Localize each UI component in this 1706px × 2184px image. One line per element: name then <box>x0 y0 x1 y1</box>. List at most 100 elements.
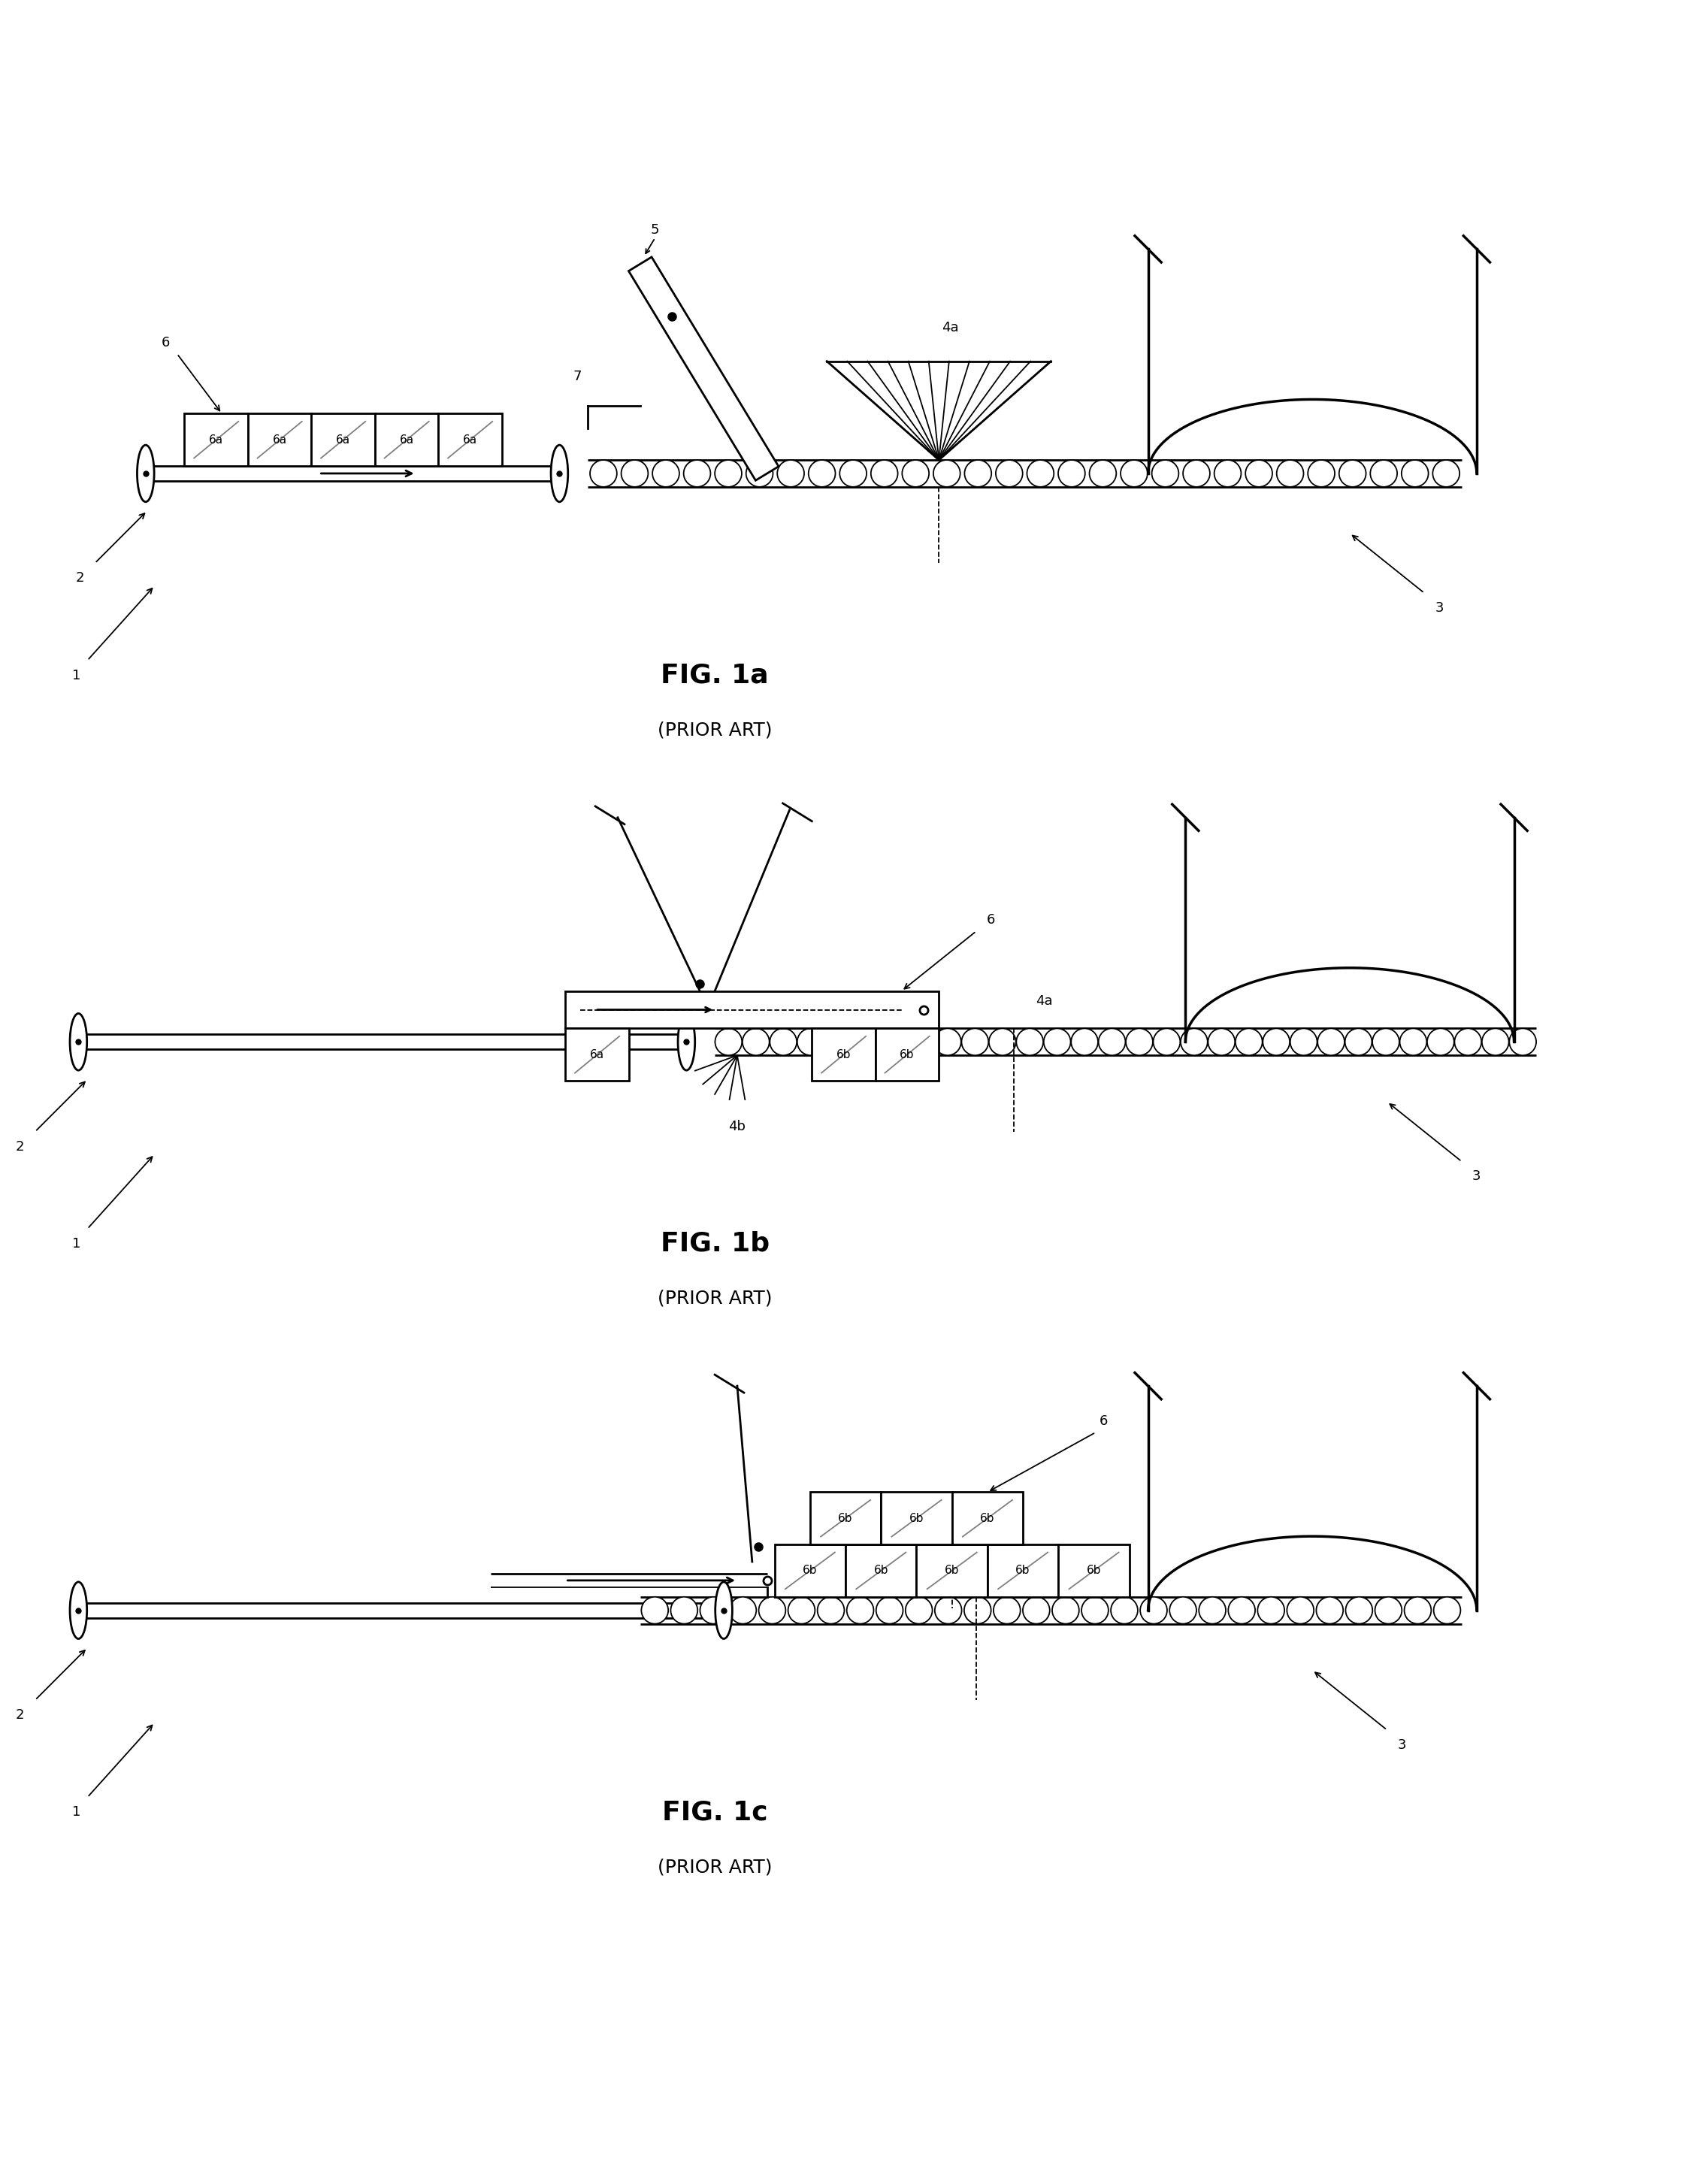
Text: 1: 1 <box>72 1806 80 1819</box>
Circle shape <box>1082 1597 1109 1623</box>
Bar <box>775 1544 846 1597</box>
Circle shape <box>1276 461 1303 487</box>
Bar <box>812 1029 875 1081</box>
Circle shape <box>870 461 897 487</box>
Circle shape <box>1017 1029 1044 1055</box>
Circle shape <box>1290 1029 1317 1055</box>
Text: 1: 1 <box>72 668 80 681</box>
Text: 5: 5 <box>650 223 660 238</box>
Text: FIG. 1b: FIG. 1b <box>660 1232 769 1256</box>
Circle shape <box>851 1029 879 1055</box>
Text: 6b: 6b <box>838 1514 853 1524</box>
Text: 3: 3 <box>1472 1171 1481 1184</box>
Text: FIG. 1c: FIG. 1c <box>662 1800 768 1826</box>
Text: 6b: 6b <box>1087 1566 1100 1577</box>
Text: (PRIOR ART): (PRIOR ART) <box>657 721 773 738</box>
Circle shape <box>1199 1597 1227 1623</box>
Circle shape <box>809 461 836 487</box>
Circle shape <box>1053 1597 1080 1623</box>
Circle shape <box>1099 1029 1126 1055</box>
Bar <box>312 413 375 465</box>
Circle shape <box>1309 461 1334 487</box>
Circle shape <box>1372 1029 1399 1055</box>
Circle shape <box>1286 1597 1314 1623</box>
Text: 6: 6 <box>1099 1415 1107 1428</box>
Text: 2: 2 <box>15 1708 24 1721</box>
Text: 6b: 6b <box>981 1514 995 1524</box>
Ellipse shape <box>677 1013 694 1070</box>
Circle shape <box>1483 1029 1508 1055</box>
Circle shape <box>797 1029 824 1055</box>
Circle shape <box>908 1029 933 1055</box>
Text: 6a: 6a <box>462 435 478 446</box>
Circle shape <box>1111 1597 1138 1623</box>
Circle shape <box>1455 1029 1481 1055</box>
Circle shape <box>1262 1029 1290 1055</box>
Bar <box>846 1544 916 1597</box>
Circle shape <box>1208 1029 1235 1055</box>
Text: 6b: 6b <box>899 1048 914 1059</box>
Circle shape <box>933 461 960 487</box>
Bar <box>565 992 938 1029</box>
Circle shape <box>1235 1029 1262 1055</box>
Circle shape <box>621 461 648 487</box>
Bar <box>375 413 438 465</box>
Text: 6a: 6a <box>590 1048 604 1059</box>
Ellipse shape <box>70 1581 87 1638</box>
Circle shape <box>902 461 930 487</box>
Text: 6: 6 <box>162 336 171 349</box>
Circle shape <box>1370 461 1397 487</box>
Circle shape <box>1375 1597 1402 1623</box>
Circle shape <box>1024 1597 1049 1623</box>
Text: 6b: 6b <box>909 1514 925 1524</box>
Circle shape <box>1399 1029 1426 1055</box>
Bar <box>565 1029 630 1081</box>
Circle shape <box>989 1029 1015 1055</box>
Text: 6a: 6a <box>210 435 223 446</box>
Circle shape <box>746 461 773 487</box>
Circle shape <box>1182 461 1210 487</box>
Circle shape <box>1126 1029 1153 1055</box>
Bar <box>438 413 502 465</box>
Circle shape <box>1433 1597 1460 1623</box>
Circle shape <box>590 461 618 487</box>
Circle shape <box>715 461 742 487</box>
Circle shape <box>996 461 1022 487</box>
Circle shape <box>839 461 867 487</box>
Polygon shape <box>628 258 778 480</box>
Bar <box>916 1544 988 1597</box>
Circle shape <box>1228 1597 1256 1623</box>
Text: 2: 2 <box>75 572 84 585</box>
Bar <box>875 1029 938 1081</box>
Circle shape <box>652 461 679 487</box>
Circle shape <box>1090 461 1116 487</box>
Circle shape <box>1346 1597 1373 1623</box>
Circle shape <box>1140 1597 1167 1623</box>
Circle shape <box>935 1029 960 1055</box>
Circle shape <box>1071 1029 1099 1055</box>
Circle shape <box>1317 1029 1344 1055</box>
Circle shape <box>1433 461 1460 487</box>
Bar <box>1058 1544 1129 1597</box>
Circle shape <box>684 461 710 487</box>
Bar <box>880 1492 952 1544</box>
Ellipse shape <box>551 446 568 502</box>
Circle shape <box>1402 461 1428 487</box>
Circle shape <box>670 1597 698 1623</box>
Text: FIG. 1a: FIG. 1a <box>660 662 769 688</box>
Text: 6a: 6a <box>336 435 350 446</box>
Text: 6b: 6b <box>873 1566 889 1577</box>
Ellipse shape <box>715 1581 732 1638</box>
Text: 7: 7 <box>573 369 582 382</box>
Circle shape <box>641 1597 669 1623</box>
Circle shape <box>1510 1029 1535 1055</box>
Circle shape <box>769 1029 797 1055</box>
Circle shape <box>1245 461 1273 487</box>
Text: 6b: 6b <box>945 1566 959 1577</box>
Circle shape <box>1044 1029 1071 1055</box>
Text: 6a: 6a <box>273 435 287 446</box>
Circle shape <box>906 1597 933 1623</box>
Circle shape <box>1027 461 1054 487</box>
Text: (PRIOR ART): (PRIOR ART) <box>657 1289 773 1308</box>
Text: 4a: 4a <box>942 321 959 334</box>
